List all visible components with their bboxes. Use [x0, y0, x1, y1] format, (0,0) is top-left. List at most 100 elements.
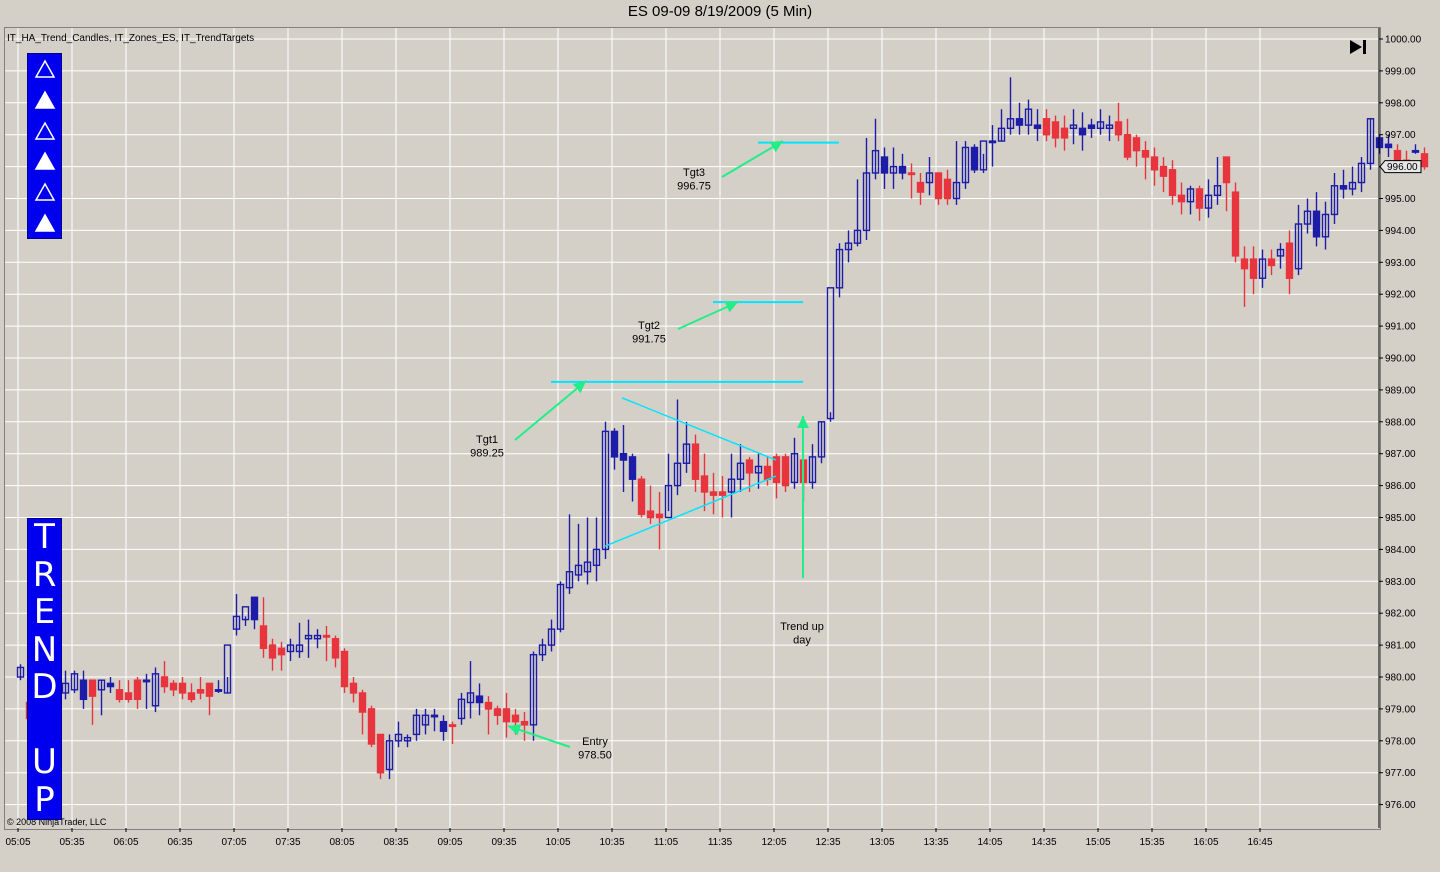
candle-body: [1249, 258, 1258, 279]
candle-body: [781, 456, 790, 487]
y-tick-label: 992.00: [1385, 290, 1416, 301]
skip-to-end-icon[interactable]: [1348, 37, 1370, 57]
candle-body: [412, 714, 421, 736]
x-tick-label: 08:35: [383, 837, 408, 848]
candle: [529, 651, 538, 741]
candle: [1033, 109, 1042, 142]
candle: [637, 476, 646, 518]
y-tick-label: 983.00: [1385, 577, 1416, 588]
candle-body: [385, 740, 394, 771]
candle: [295, 622, 304, 658]
candle: [1249, 246, 1258, 295]
candle: [1060, 115, 1069, 151]
candle-body: [664, 484, 673, 519]
candle: [97, 679, 106, 716]
candle-body: [133, 679, 142, 701]
y-tick-label: 980.00: [1385, 673, 1416, 684]
arrow-head: [572, 381, 586, 394]
candle: [817, 421, 826, 464]
candle-body: [394, 733, 403, 742]
candle: [232, 594, 241, 636]
candle: [592, 517, 601, 582]
candle: [1411, 144, 1420, 154]
candle-body: [430, 714, 439, 718]
candle: [421, 708, 430, 735]
annotation-line2: 991.75: [632, 334, 666, 346]
candle-body: [853, 229, 862, 244]
candle: [475, 683, 484, 716]
candle: [565, 514, 574, 595]
candle: [1168, 160, 1177, 205]
open-up-triangle-icon: [34, 121, 55, 140]
candle: [970, 144, 979, 173]
candle-body: [1258, 258, 1267, 279]
candle: [1321, 201, 1330, 250]
candle-body: [106, 682, 115, 688]
candle-body: [610, 430, 619, 458]
tgt1-arrow: [514, 380, 587, 441]
candle-body: [745, 459, 754, 474]
candle: [763, 456, 772, 486]
annotation-line1: Entry: [582, 736, 608, 748]
candle: [1015, 102, 1024, 135]
candle: [223, 644, 232, 694]
y-tick-label: 989.00: [1385, 385, 1416, 396]
trend-letter: [39, 707, 50, 745]
tgt2-arrow: [677, 301, 739, 330]
candle: [250, 596, 259, 630]
candle: [268, 638, 277, 671]
candle-body: [70, 673, 79, 691]
candle: [1312, 192, 1321, 247]
annotation-line2: day: [793, 635, 811, 647]
candle: [322, 625, 331, 662]
y-tick-label: 994.00: [1385, 226, 1416, 237]
candle: [943, 169, 952, 205]
candle-body: [331, 638, 340, 659]
candle: [1303, 198, 1312, 234]
candle: [934, 172, 943, 205]
candle-body: [286, 644, 295, 653]
y-tick-label: 991.00: [1385, 322, 1416, 333]
candle-body: [421, 714, 430, 726]
candle-body: [367, 708, 376, 745]
candle-body: [547, 628, 556, 646]
annotation-line1: Tgt3: [683, 167, 705, 179]
candle-body: [565, 571, 574, 589]
candle: [358, 689, 367, 735]
candle-body: [1186, 188, 1195, 203]
candle-body: [907, 172, 916, 176]
candle: [142, 673, 151, 709]
candles: [16, 77, 1429, 780]
indicator-list-label: IT_HA_Trend_Candles, IT_Zones_ES, IT_Tre…: [7, 33, 255, 44]
copyright-text: © 2008 NinjaTrader, LLC: [7, 817, 107, 827]
candle: [772, 453, 781, 499]
x-tick-label: 07:05: [221, 837, 246, 848]
candle-body: [358, 692, 367, 713]
candle-body: [1366, 118, 1375, 165]
candle: [1096, 109, 1105, 135]
candle-body: [1213, 185, 1222, 197]
candle-body: [988, 140, 997, 144]
candle: [790, 437, 799, 489]
candle-body: [1141, 149, 1150, 158]
candle-body: [538, 644, 547, 656]
candle: [304, 619, 313, 658]
candle-body: [997, 127, 1006, 142]
x-tick-label: 16:05: [1193, 837, 1218, 848]
candle-body: [97, 679, 106, 691]
candle-body: [673, 462, 682, 487]
candle: [907, 163, 916, 199]
annotation-line2: 978.50: [578, 750, 612, 762]
candle: [853, 179, 862, 247]
candle-body: [808, 456, 817, 484]
candle: [619, 424, 628, 492]
y-tick-label: 987.00: [1385, 449, 1416, 460]
x-tick-label: 14:05: [977, 837, 1002, 848]
candle-body: [241, 606, 250, 621]
x-tick-label: 08:05: [329, 837, 354, 848]
candle-body: [223, 644, 232, 694]
candle-body: [637, 478, 646, 516]
candle-body: [1303, 210, 1312, 225]
candle: [160, 661, 169, 693]
